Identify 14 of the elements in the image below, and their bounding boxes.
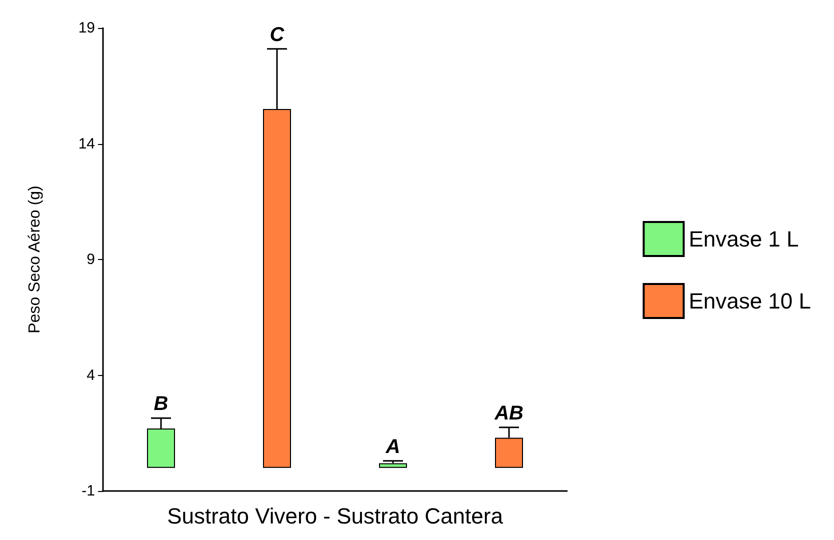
data-label: B: [154, 393, 168, 416]
y-tick-label: 9: [86, 251, 95, 268]
y-tick-label: -1: [82, 482, 95, 500]
legend-label: Envase 10 L: [688, 288, 811, 314]
y-tick-label: 4: [86, 366, 95, 384]
bar: [379, 463, 407, 468]
data-label: C: [270, 24, 285, 46]
legend-label: Envase 1 L: [688, 226, 799, 252]
y-axis-title: Peso Seco Aéreo (g): [26, 186, 44, 334]
y-tick-label: 19: [78, 20, 95, 36]
data-label: AB: [494, 402, 524, 424]
x-axis-title: Sustrato Vivero - Sustrato Cantera: [167, 504, 504, 528]
y-tick-label: 14: [78, 135, 95, 152]
data-label: A: [384, 436, 400, 458]
